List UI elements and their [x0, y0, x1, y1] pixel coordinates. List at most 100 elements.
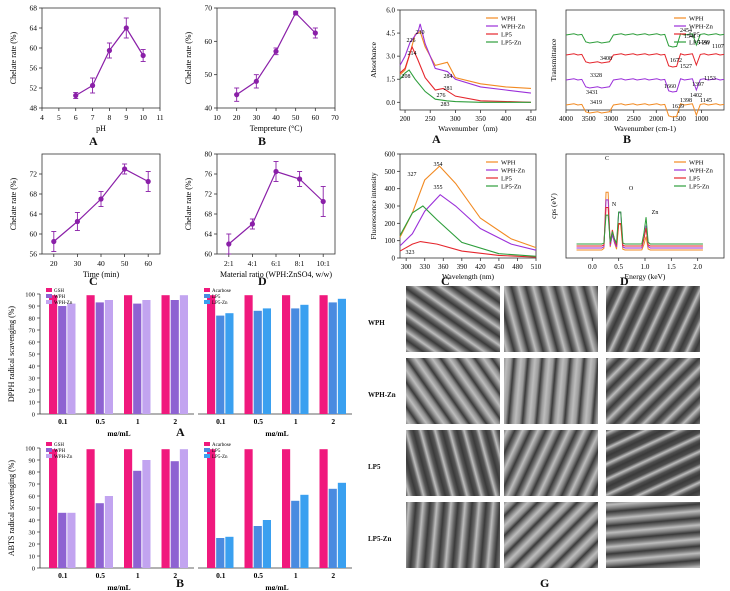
- y-tick-label: 600: [385, 151, 396, 159]
- legend-label: WPH: [689, 160, 704, 167]
- legend-label: LP5: [689, 32, 700, 39]
- y-tick-label: 300: [385, 203, 396, 211]
- legend-label: LP5-Zn: [212, 455, 228, 460]
- sem-image-grid: WPH WPH-Zn LP5 LP5-Zn G: [366, 286, 730, 590]
- legend-label: WPH-Zn: [54, 455, 73, 460]
- y-tick-label: 50: [29, 506, 36, 513]
- x-tick-label: 300: [450, 115, 461, 123]
- x-tick-label: 1.5: [667, 263, 676, 271]
- panel-letter-bl-A: A: [176, 425, 185, 439]
- y-axis-label: Chelate rate (%): [9, 177, 18, 230]
- bar-lp5-zn-0.5: [262, 520, 271, 568]
- panel-letter-tr-A: A: [432, 132, 441, 146]
- bar-gsh-1: [124, 449, 133, 568]
- x-tick-label: 0.1: [216, 571, 226, 580]
- y-axis-label: ABTS radical scavenging (%): [7, 460, 16, 557]
- data-point: [140, 52, 146, 59]
- x-tick-label: 8:1: [295, 259, 305, 268]
- bar-acarbose-0.5: [244, 295, 253, 414]
- peak-annotation: O: [629, 186, 634, 192]
- x-tick-label: 6: [74, 113, 78, 122]
- plot-frame: [41, 7, 161, 109]
- peak-annotation: 214: [408, 51, 417, 57]
- y-tick-label: 20: [29, 388, 36, 395]
- x-axis-label: Wavenumber (cm-1): [614, 124, 677, 133]
- bar-wph-zn-0.5: [104, 300, 113, 414]
- series-line-lp5: [399, 45, 531, 103]
- legend-swatch: [204, 448, 210, 452]
- y-tick-label: 80: [29, 316, 36, 323]
- x-tick-label: 2000: [649, 115, 664, 123]
- x-axis-label: mg/mL: [265, 429, 288, 436]
- y-tick-label: 100: [25, 446, 35, 453]
- legend-swatch: [46, 288, 52, 292]
- data-point: [122, 166, 128, 172]
- data-point: [273, 48, 279, 54]
- peak-annotation: 3431: [586, 90, 598, 96]
- bar-wph-0.5: [95, 302, 104, 414]
- y-tick-label: 60: [29, 340, 36, 347]
- x-tick-label: 3000: [604, 115, 619, 123]
- bar-lp5-zn-2: [337, 298, 346, 414]
- bar-lp5-zn-0.1: [225, 536, 234, 568]
- x-tick-label: 1: [294, 417, 298, 426]
- y-tick-label: 70: [29, 328, 36, 335]
- data-point: [74, 218, 80, 225]
- x-axis-label: Tempreture (°C): [250, 124, 303, 133]
- series-line-wph-zn: [399, 23, 532, 94]
- bar-lp5-0.1: [216, 315, 225, 414]
- legend-swatch: [204, 294, 210, 298]
- sem-micrograph: [406, 286, 500, 352]
- ftir-trace-lp5-zn: [565, 33, 725, 48]
- bar-wph-zn-0.1: [67, 512, 76, 568]
- bar-acarbose-1: [282, 449, 291, 568]
- x-tick-label: 10: [139, 113, 147, 122]
- x-axis-label: Wavenumber（nm): [438, 124, 498, 133]
- legend-label: GSH: [54, 443, 64, 448]
- bar-gsh-0.1: [49, 449, 58, 568]
- peak-annotation: 1402: [690, 93, 702, 99]
- peak-annotation: 1397: [692, 82, 704, 88]
- x-axis-label: mg/mL: [265, 583, 288, 590]
- x-tick-label: 10:1: [317, 259, 331, 268]
- legend-label: WPH: [54, 295, 66, 300]
- data-point: [145, 178, 151, 185]
- x-axis-label: Wavelength (nm): [442, 272, 495, 281]
- y-tick-label: 56: [30, 64, 38, 73]
- y-tick-label: 60: [30, 44, 38, 53]
- bar-lp5-zn-0.5: [262, 308, 271, 414]
- panel-letter-tr-D: D: [620, 274, 629, 288]
- peak-annotation: 327: [408, 172, 417, 178]
- sem-micrograph: [504, 286, 598, 352]
- series-line: [228, 170, 324, 245]
- bar-lp5-0.5: [253, 310, 262, 414]
- y-tick-label: 70: [205, 4, 213, 13]
- x-tick-label: 30: [253, 113, 261, 122]
- x-tick-label: 510: [531, 263, 542, 271]
- peak-annotation: 1672: [670, 58, 682, 64]
- bar-gsh-2: [161, 449, 170, 568]
- x-tick-label: 3500: [582, 115, 597, 123]
- x-tick-label: 0.5: [254, 571, 264, 580]
- chart-tr-C-fluorescence: 300 330 360 390 420 450 480 510 0 100 200 300 400 500…: [369, 151, 542, 282]
- x-tick-label: 2: [331, 417, 335, 426]
- bar-gsh-1: [124, 295, 133, 414]
- peak-annotation: 1639: [672, 104, 684, 110]
- y-tick-label: 30: [29, 376, 36, 383]
- panel-letter-tl-B: B: [258, 134, 267, 148]
- sem-micrograph: [406, 502, 500, 568]
- bar-lp5-2: [328, 488, 337, 568]
- x-tick-label: 450: [494, 263, 505, 271]
- y-axis-label: cps (eV): [549, 193, 558, 219]
- x-tick-label: 0.5: [96, 417, 106, 426]
- bar-acarbose-2: [319, 449, 328, 568]
- x-tick-label: 2: [173, 571, 177, 580]
- x-tick-label: 1: [136, 571, 140, 580]
- x-tick-label: 4: [40, 113, 44, 122]
- x-tick-label: 0.5: [614, 263, 623, 271]
- y-tick-label: 50: [205, 70, 213, 79]
- peak-annotation: 1541: [684, 34, 696, 40]
- x-tick-label: 2:1: [224, 259, 234, 268]
- legend-label: WPH: [689, 16, 704, 23]
- peak-annotation: 284: [444, 74, 453, 80]
